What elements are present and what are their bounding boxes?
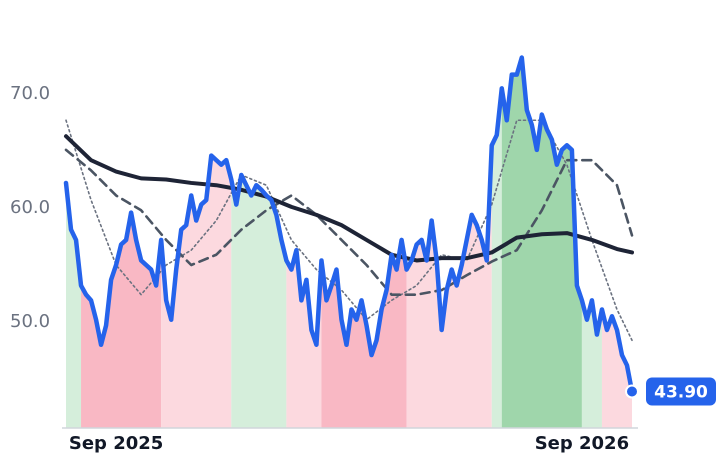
x-tick-label: Sep 2026	[535, 433, 629, 454]
region	[601, 309, 632, 428]
region	[491, 88, 502, 428]
moving-average	[64, 134, 634, 263]
region	[286, 250, 322, 428]
regions	[66, 57, 632, 429]
y-tick-label: 60.0	[10, 197, 50, 218]
x-tick-label: Sep 2025	[69, 433, 163, 454]
value-label: 43.90	[654, 383, 708, 403]
region	[66, 182, 82, 428]
axes: 50.0 60.0 70.0 Sep 2025 Sep 2026	[10, 83, 638, 454]
y-tick-label: 50.0	[10, 311, 50, 332]
last-point	[625, 384, 639, 399]
region	[81, 212, 162, 428]
y-tick-label: 70.0	[10, 83, 50, 104]
lines: 43.90	[63, 55, 716, 406]
region	[161, 155, 232, 429]
value-badge	[646, 377, 716, 406]
region	[581, 300, 602, 428]
moving-average	[64, 148, 634, 296]
region	[231, 174, 287, 428]
price-line	[63, 55, 635, 394]
region	[321, 239, 407, 428]
